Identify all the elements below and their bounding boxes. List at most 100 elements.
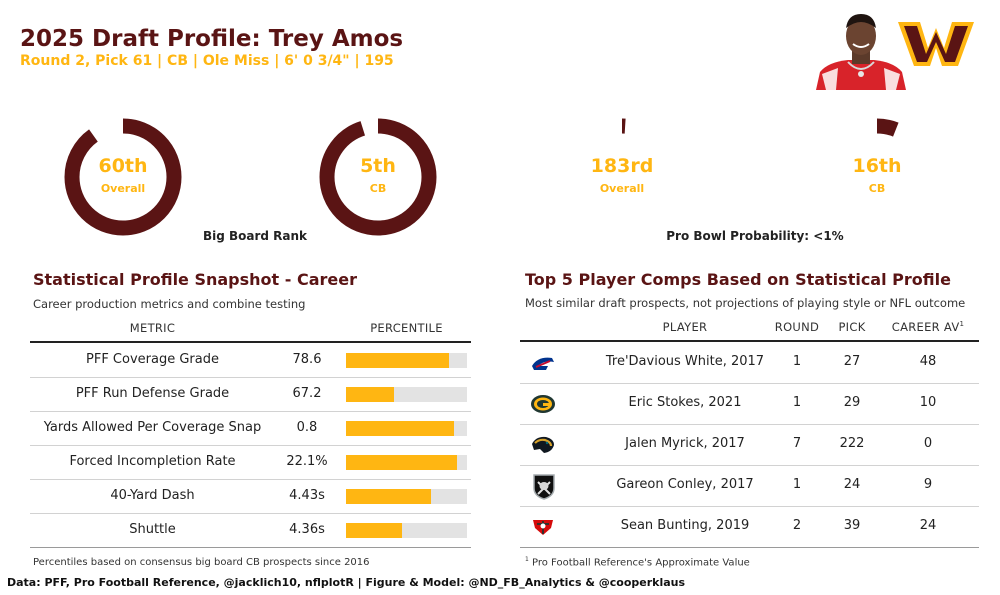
row-divider xyxy=(520,506,979,507)
stats-row: 40-Yard Dash 4.43s xyxy=(30,479,471,513)
comp-pick: 27 xyxy=(843,354,861,369)
stats-row: Forced Incompletion Rate 22.1% xyxy=(30,445,471,479)
stats-row: Shuttle 4.36s xyxy=(30,513,471,547)
big-board-overall-ring: 60th Overall xyxy=(58,112,188,242)
comps-col-pick: PICK xyxy=(838,320,866,334)
stats-section-subtitle: Career production metrics and combine te… xyxy=(33,297,306,311)
raiders-logo-icon xyxy=(532,472,556,500)
pro-bowl-position-rank: 16th xyxy=(852,155,902,177)
stats-section-title: Statistical Profile Snapshot - Career xyxy=(33,270,357,289)
stats-metric-name: PFF Coverage Grade xyxy=(86,352,219,367)
comp-player-name: Jalen Myrick, 2017 xyxy=(625,436,745,451)
comp-round: 1 xyxy=(792,354,802,369)
stats-header-rule xyxy=(30,341,471,343)
pro-bowl-overall-ring: 183rd Overall xyxy=(557,112,687,242)
percentile-bar-track xyxy=(346,421,467,436)
row-divider xyxy=(30,513,471,514)
percentile-bar-track xyxy=(346,489,467,504)
comps-section-subtitle: Most similar draft prospects, not projec… xyxy=(525,296,966,310)
row-divider xyxy=(30,411,471,412)
comp-round: 2 xyxy=(792,518,802,533)
comp-pick: 29 xyxy=(843,395,861,410)
bills-logo-icon xyxy=(530,352,556,374)
big-board-position-rank: 5th xyxy=(360,155,396,177)
career-av-label: CAREER AV xyxy=(891,320,960,334)
comp-round: 1 xyxy=(792,477,802,492)
big-board-overall-rank: 60th xyxy=(98,155,148,177)
row-divider xyxy=(30,377,471,378)
stats-metric-name: Forced Incompletion Rate xyxy=(69,454,236,469)
stats-metric-name: Shuttle xyxy=(129,522,176,537)
comps-row: Jalen Myrick, 2017 7 222 0 xyxy=(520,424,980,465)
packers-logo-icon xyxy=(530,393,556,415)
buccaneers-logo-icon xyxy=(530,516,556,538)
comp-player-name: Sean Bunting, 2019 xyxy=(620,518,750,533)
comps-col-round: ROUND xyxy=(774,320,820,334)
row-divider xyxy=(520,383,979,384)
comp-pick: 222 xyxy=(839,436,865,451)
stats-bottom-rule xyxy=(30,547,471,548)
percentile-bar-track xyxy=(346,353,467,368)
comp-player-name: Tre'Davious White, 2017 xyxy=(605,354,765,369)
row-divider xyxy=(30,479,471,480)
comp-career-av: 48 xyxy=(919,354,937,369)
comp-round: 7 xyxy=(792,436,802,451)
percentile-bar-fill xyxy=(346,523,402,538)
stats-row: PFF Coverage Grade 78.6 xyxy=(30,343,471,377)
data-credit: Data: PFF, Pro Football Reference, @jack… xyxy=(7,576,686,589)
pro-bowl-overall-rank: 183rd xyxy=(590,155,654,177)
jaguars-logo-icon xyxy=(530,434,556,456)
comps-header-rule xyxy=(520,340,979,342)
comps-row: Sean Bunting, 2019 2 39 24 xyxy=(520,506,980,547)
comp-pick: 24 xyxy=(843,477,861,492)
comps-section-title: Top 5 Player Comps Based on Statistical … xyxy=(525,270,951,289)
pro-bowl-position-label: CB xyxy=(868,182,886,195)
row-divider xyxy=(520,424,979,425)
stats-metric-value: 4.36s xyxy=(289,522,325,537)
player-headshot-image xyxy=(808,10,914,90)
comps-footnote-mark: 1 xyxy=(525,556,529,563)
comp-player-name: Eric Stokes, 2021 xyxy=(628,395,742,410)
big-board-position-label: CB xyxy=(369,182,387,195)
percentile-bar-fill xyxy=(346,387,395,402)
percentile-bar-fill xyxy=(346,455,458,470)
comp-career-av: 10 xyxy=(919,395,937,410)
comps-footnote: 1 Pro Football Reference's Approximate V… xyxy=(525,556,750,568)
stats-metric-name: 40-Yard Dash xyxy=(110,488,195,503)
comp-round: 1 xyxy=(792,395,802,410)
comp-pick: 39 xyxy=(843,518,861,533)
stats-metric-name: Yards Allowed Per Coverage Snap xyxy=(43,420,262,435)
page-subtitle: Round 2, Pick 61 | CB | Ole Miss | 6' 0 … xyxy=(20,53,394,69)
pro-bowl-position-ring: 16th CB xyxy=(812,112,942,242)
comps-col-player: PLAYER xyxy=(662,320,708,334)
comp-career-av: 0 xyxy=(923,436,933,451)
big-board-caption: Big Board Rank xyxy=(202,229,308,243)
stats-metric-value: 22.1% xyxy=(286,454,328,469)
pro-bowl-caption: Pro Bowl Probability: <1% xyxy=(666,229,844,243)
row-divider xyxy=(30,445,471,446)
percentile-bar-track xyxy=(346,523,467,538)
page-title: 2025 Draft Profile: Trey Amos xyxy=(20,26,404,52)
percentile-bar-track xyxy=(346,455,467,470)
stats-metric-value: 0.8 xyxy=(296,420,318,435)
commanders-logo-icon xyxy=(896,18,976,70)
comps-row: Eric Stokes, 2021 1 29 10 xyxy=(520,383,980,424)
stats-metric-value: 4.43s xyxy=(289,488,325,503)
stats-row: PFF Run Defense Grade 67.2 xyxy=(30,377,471,411)
big-board-overall-label: Overall xyxy=(100,182,146,195)
stats-metric-value: 78.6 xyxy=(292,352,322,367)
stats-metric-value: 67.2 xyxy=(292,386,322,401)
comp-player-name: Gareon Conley, 2017 xyxy=(616,477,754,492)
comp-career-av: 9 xyxy=(923,477,933,492)
stats-metric-name: PFF Run Defense Grade xyxy=(75,386,230,401)
percentile-bar-fill xyxy=(346,421,454,436)
percentile-bar-fill xyxy=(346,489,431,504)
career-av-footnote-mark: 1 xyxy=(959,320,965,329)
stats-row: Yards Allowed Per Coverage Snap 0.8 xyxy=(30,411,471,445)
comps-col-career-av: CAREER AV1 xyxy=(882,320,974,334)
comps-bottom-rule xyxy=(520,547,979,548)
comps-row: Tre'Davious White, 2017 1 27 48 xyxy=(520,342,980,383)
comps-footnote-text: Pro Football Reference's Approximate Val… xyxy=(532,557,750,569)
percentile-bar-track xyxy=(346,387,467,402)
comps-row: Gareon Conley, 2017 1 24 9 xyxy=(520,465,980,506)
